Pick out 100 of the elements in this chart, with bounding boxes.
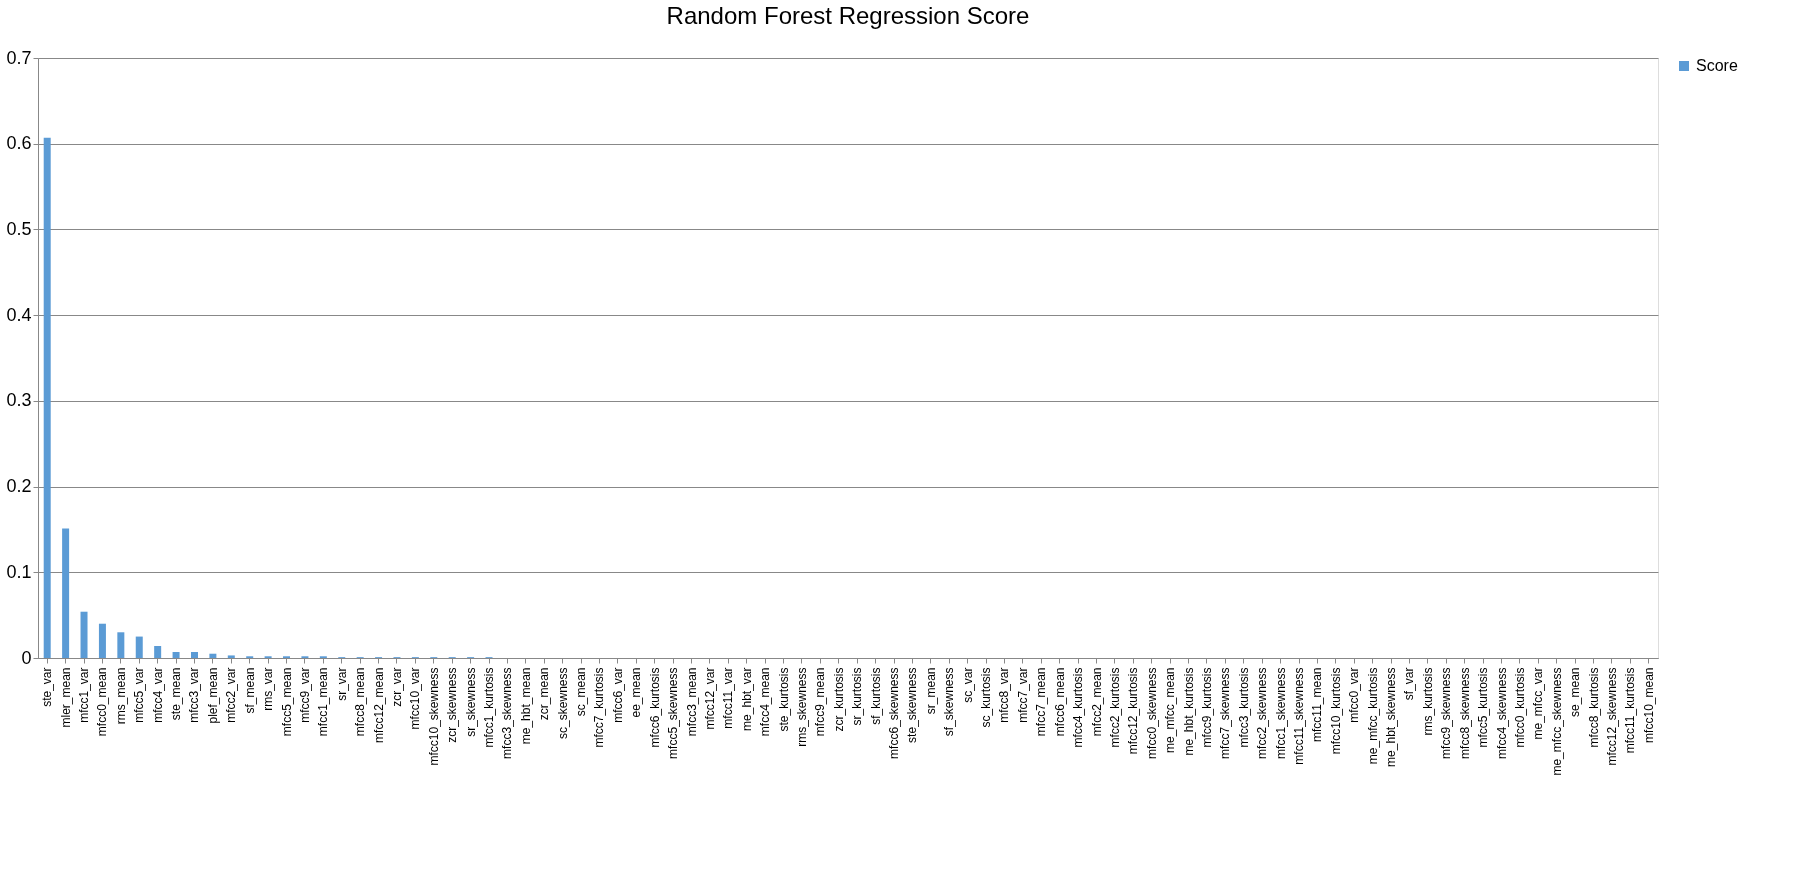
bar — [98, 623, 106, 658]
x-tick-label: mfcc8_kurtosis — [1586, 667, 1601, 748]
x-tick-label: mfcc2_skewness — [1255, 667, 1270, 759]
x-tick-label: mfcc6_var — [610, 667, 625, 723]
x-tick-label: mfcc11_skewness — [1292, 667, 1307, 765]
x-tick-label: sc_kurtosis — [979, 667, 994, 728]
y-tick-label: 0 — [21, 647, 32, 668]
x-tick-label: zcr_skewness — [445, 667, 460, 743]
x-tick-label: mfcc10_kurtosis — [1328, 667, 1343, 755]
x-tick-label: me_mfcc_var — [1531, 667, 1546, 740]
x-tick-label: mfcc1_mean — [316, 667, 331, 737]
x-tick-label: mfcc9_var — [297, 667, 312, 723]
y-tick-label: 0.7 — [6, 47, 32, 68]
x-tick-label: me_hbt_skewness — [1384, 667, 1399, 767]
x-tick-label: me_mfcc_kurtosis — [1365, 667, 1380, 765]
x-tick-label: ee_mean — [629, 667, 644, 718]
bar — [190, 652, 198, 658]
x-tick-label: zcr_var — [389, 667, 404, 707]
x-tick-label: mfcc2_kurtosis — [1107, 667, 1122, 748]
x-tick-label: sc_mean — [574, 667, 589, 717]
x-tick-label: mfcc4_mean — [758, 667, 773, 737]
x-tick-label: mler_mean — [58, 667, 73, 728]
bar — [62, 528, 70, 658]
x-tick-label: mfcc0_var — [1347, 667, 1362, 723]
x-tick-label: mfcc7_var — [1015, 667, 1030, 723]
x-tick-label: sf_var — [1402, 667, 1417, 701]
x-tick-label: mfcc2_mean — [1089, 667, 1104, 737]
x-tick-label: mfcc8_mean — [353, 667, 368, 737]
bar — [43, 137, 51, 658]
x-tick-label: sf_kurtosis — [868, 667, 883, 725]
x-tick-label: mfcc9_skewness — [1439, 667, 1454, 759]
y-tick-label: 0.5 — [6, 218, 32, 239]
x-tick-label: mfcc4_var — [150, 667, 165, 723]
x-tick-label: mfcc3_var — [187, 667, 202, 723]
x-tick-label: plef_mean — [205, 667, 220, 724]
x-tick-label: mfcc11_kurtosis — [1623, 667, 1638, 754]
x-tick-label: rms_mean — [113, 667, 128, 725]
bar — [154, 646, 162, 658]
x-tick-label: mfcc9_mean — [813, 667, 828, 737]
x-tick-label: mfcc7_skewness — [1218, 667, 1233, 759]
x-tick-label: sr_mean — [923, 667, 938, 715]
x-tick-label: mfcc11_mean — [1310, 667, 1325, 742]
x-tick-label: mfcc4_skewness — [1494, 667, 1509, 759]
x-tick-label: mfcc11_var — [721, 667, 736, 729]
x-tick-label: mfcc8_var — [997, 667, 1012, 723]
x-tick-label: mfcc10_skewness — [426, 667, 441, 766]
x-tick-label: sr_var — [334, 667, 349, 701]
x-tick-label: me_mfcc_mean — [1163, 667, 1178, 753]
x-tick-label: mfcc5_kurtosis — [1476, 667, 1491, 748]
x-tick-label: mfcc10_mean — [1641, 667, 1656, 743]
y-tick-label: 0.6 — [6, 133, 32, 154]
bar — [80, 611, 88, 658]
x-tick-label: ste_skewness — [905, 667, 920, 743]
x-tick-label: ste_mean — [169, 667, 184, 721]
x-tick-label: rms_kurtosis — [1420, 667, 1435, 736]
x-tick-label: mfcc4_kurtosis — [1071, 667, 1086, 748]
x-tick-label: mfcc3_mean — [684, 667, 699, 737]
bar — [209, 653, 217, 658]
y-tick-label: 0.3 — [6, 390, 32, 411]
x-tick-label: mfcc3_skewness — [500, 667, 515, 759]
bar — [172, 652, 180, 658]
x-tick-label: sf_skewness — [942, 667, 957, 737]
x-tick-label: mfcc7_kurtosis — [592, 667, 607, 748]
y-tick-label: 0.2 — [6, 476, 32, 497]
x-tick-label: mfcc6_mean — [1052, 667, 1067, 737]
x-tick-label: sc_skewness — [555, 667, 570, 739]
x-tick-label: me_mfcc_skewness — [1549, 667, 1564, 776]
x-tick-label: mfcc5_skewness — [666, 667, 681, 759]
x-tick-label: se_mean — [1568, 667, 1583, 717]
x-tick-label: mfcc0_kurtosis — [1512, 667, 1527, 748]
y-tick-label: 0.4 — [6, 304, 32, 325]
x-tick-label: rms_var — [261, 667, 276, 711]
bar — [227, 655, 235, 658]
x-tick-label: mfcc5_mean — [279, 667, 294, 737]
x-tick-label: mfcc7_mean — [1034, 667, 1049, 737]
x-tick-label: mfcc5_var — [132, 667, 147, 723]
x-tick-label: mfcc0_mean — [95, 667, 110, 737]
x-tick-label: me_hbt_mean — [518, 667, 533, 745]
x-tick-label: rms_skewness — [794, 667, 809, 747]
x-tick-label: mfcc1_var — [77, 667, 92, 723]
x-tick-label: mfcc1_skewness — [1273, 667, 1288, 759]
x-tick-label: sc_var — [960, 667, 975, 703]
x-tick-label: me_hbt_var — [739, 667, 754, 731]
x-tick-label: sr_kurtosis — [850, 667, 865, 726]
x-tick-label: mfcc12_kurtosis — [1126, 667, 1141, 755]
bar — [117, 632, 125, 658]
legend-label: Score — [1696, 57, 1738, 74]
x-tick-label: mfcc6_kurtosis — [647, 667, 662, 748]
x-tick-label: mfcc12_var — [702, 667, 717, 730]
x-tick-label: ste_var — [40, 667, 55, 707]
x-tick-label: mfcc12_mean — [371, 667, 386, 743]
x-tick-label: mfcc9_kurtosis — [1199, 667, 1214, 748]
x-tick-label: mfcc2_var — [224, 667, 239, 723]
chart-title: Random Forest Regression Score — [666, 2, 1030, 29]
x-tick-label: mfcc1_kurtosis — [482, 667, 497, 748]
x-tick-label: mfcc12_skewness — [1604, 667, 1619, 766]
x-tick-label: mfcc10_var — [408, 667, 423, 730]
y-tick-label: 0.1 — [6, 561, 32, 582]
x-tick-label: me_hbt_kurtosis — [1181, 667, 1196, 756]
x-tick-label: sf_mean — [242, 667, 257, 714]
